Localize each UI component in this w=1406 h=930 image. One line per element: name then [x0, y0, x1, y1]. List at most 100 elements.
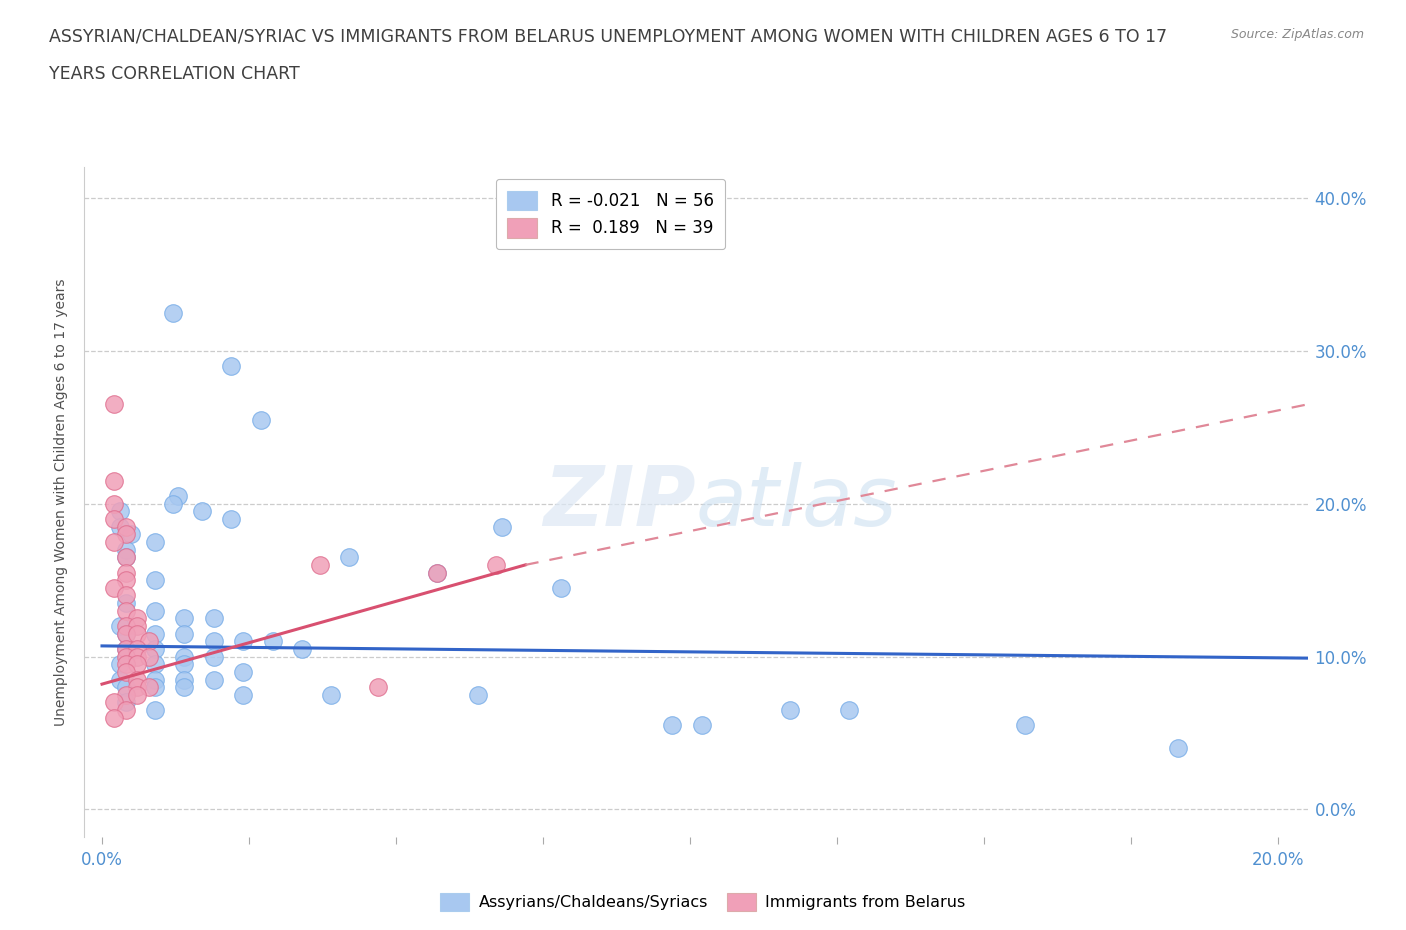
Point: [143, 626, 166, 641]
Point: [690, 718, 713, 733]
Point: [143, 672, 166, 687]
Point: [114, 618, 136, 633]
Point: [173, 649, 195, 664]
Point: [114, 565, 136, 580]
Point: [103, 580, 125, 595]
Point: [485, 557, 508, 572]
Point: [114, 527, 136, 542]
Point: [103, 535, 125, 550]
Point: [249, 412, 271, 427]
Point: [108, 519, 131, 534]
Point: [143, 604, 166, 618]
Point: [114, 626, 136, 641]
Point: [103, 512, 125, 526]
Point: [114, 626, 136, 641]
Point: [1167, 741, 1189, 756]
Point: [114, 550, 136, 565]
Point: [232, 664, 254, 679]
Point: [467, 687, 489, 702]
Point: [127, 680, 149, 695]
Point: [114, 703, 136, 718]
Point: [103, 497, 125, 512]
Point: [550, 580, 572, 595]
Point: [114, 657, 136, 671]
Point: [103, 397, 125, 412]
Point: [138, 634, 160, 649]
Point: [127, 618, 149, 633]
Text: YEARS CORRELATION CHART: YEARS CORRELATION CHART: [49, 65, 299, 83]
Point: [103, 473, 125, 488]
Point: [114, 588, 136, 603]
Point: [143, 535, 166, 550]
Point: [426, 565, 449, 580]
Point: [114, 687, 136, 702]
Point: [661, 718, 683, 733]
Point: [143, 680, 166, 695]
Point: [103, 695, 125, 710]
Point: [337, 550, 360, 565]
Point: [143, 703, 166, 718]
Point: [367, 680, 389, 695]
Text: ASSYRIAN/CHALDEAN/SYRIAC VS IMMIGRANTS FROM BELARUS UNEMPLOYMENT AMONG WOMEN WIT: ASSYRIAN/CHALDEAN/SYRIAC VS IMMIGRANTS F…: [49, 28, 1167, 46]
Point: [138, 649, 160, 664]
Point: [108, 657, 131, 671]
Legend: Assyrians/Chaldeans/Syriacs, Immigrants from Belarus: Assyrians/Chaldeans/Syriacs, Immigrants …: [434, 886, 972, 917]
Point: [173, 680, 195, 695]
Point: [308, 557, 330, 572]
Point: [108, 618, 131, 633]
Point: [838, 703, 860, 718]
Point: [202, 649, 225, 664]
Point: [114, 542, 136, 557]
Point: [127, 687, 149, 702]
Point: [491, 519, 513, 534]
Point: [173, 626, 195, 641]
Point: [127, 642, 149, 657]
Point: [127, 611, 149, 626]
Point: [173, 611, 195, 626]
Point: [114, 680, 136, 695]
Point: [232, 634, 254, 649]
Point: [143, 642, 166, 657]
Point: [103, 711, 125, 725]
Point: [202, 634, 225, 649]
Point: [127, 626, 149, 641]
Point: [138, 680, 160, 695]
Point: [114, 550, 136, 565]
Point: [108, 672, 131, 687]
Point: [127, 649, 149, 664]
Point: [114, 695, 136, 710]
Point: [114, 595, 136, 610]
Point: [114, 642, 136, 657]
Point: [191, 504, 214, 519]
Legend: R = -0.021   N = 56, R =  0.189   N = 39: R = -0.021 N = 56, R = 0.189 N = 39: [495, 179, 725, 249]
Y-axis label: Unemployment Among Women with Children Ages 6 to 17 years: Unemployment Among Women with Children A…: [55, 278, 69, 726]
Point: [114, 604, 136, 618]
Text: ZIP: ZIP: [543, 461, 696, 543]
Point: [202, 672, 225, 687]
Point: [779, 703, 801, 718]
Point: [1014, 718, 1036, 733]
Point: [108, 504, 131, 519]
Point: [321, 687, 343, 702]
Point: [221, 512, 243, 526]
Point: [167, 488, 190, 503]
Point: [162, 497, 184, 512]
Point: [114, 642, 136, 657]
Point: [127, 657, 149, 671]
Point: [173, 672, 195, 687]
Point: [114, 573, 136, 588]
Point: [127, 672, 149, 687]
Point: [143, 573, 166, 588]
Text: atlas: atlas: [696, 461, 897, 543]
Point: [426, 565, 449, 580]
Point: [114, 519, 136, 534]
Point: [114, 664, 136, 679]
Point: [120, 527, 142, 542]
Point: [173, 657, 195, 671]
Point: [262, 634, 284, 649]
Point: [162, 305, 184, 320]
Point: [143, 657, 166, 671]
Point: [221, 359, 243, 374]
Point: [291, 642, 314, 657]
Point: [232, 687, 254, 702]
